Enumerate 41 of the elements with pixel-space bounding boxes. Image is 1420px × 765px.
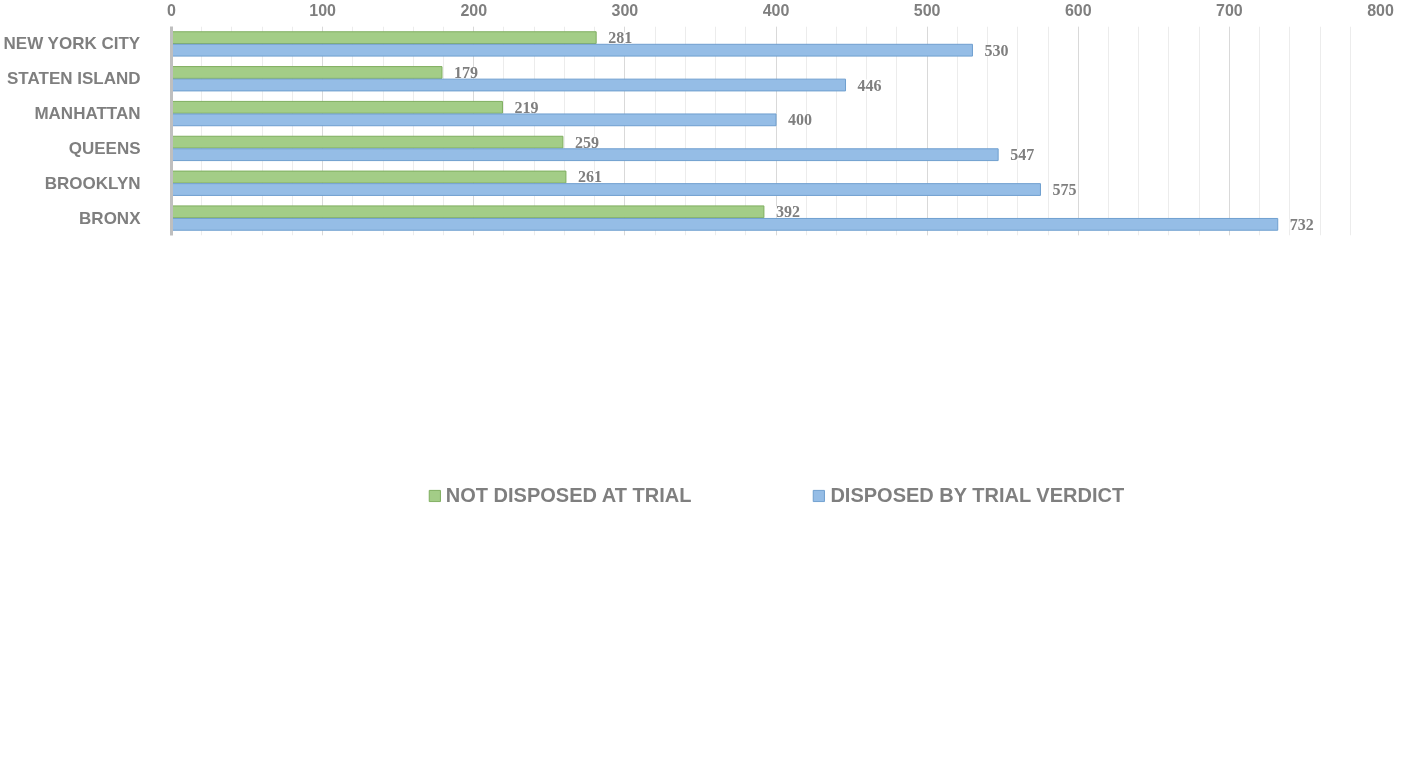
data-label: 179 — [454, 63, 479, 81]
y-tick-label: BRONX — [79, 208, 142, 228]
x-tick-label: 0 — [167, 1, 177, 19]
x-tick-label: 200 — [460, 1, 488, 19]
x-tick-label: 300 — [611, 1, 639, 19]
data-label: 392 — [775, 203, 800, 221]
data-label: 219 — [514, 98, 539, 116]
x-tick-label: 400 — [762, 1, 790, 19]
data-label: 530 — [984, 41, 1009, 59]
data-label: 732 — [1289, 215, 1314, 233]
legend-label: NOT DISPOSED AT TRIAL — [445, 483, 692, 507]
data-label: 400 — [788, 111, 812, 129]
bar — [171, 66, 443, 79]
y-tick-label: NEW YORK CITY — [3, 34, 141, 54]
x-tick-label: 600 — [1064, 1, 1092, 19]
data-label: 547 — [1010, 146, 1035, 164]
x-tick-label: 500 — [913, 1, 941, 19]
data-label: 261 — [577, 168, 602, 186]
data-label: 575 — [1052, 181, 1077, 199]
bar — [171, 43, 973, 57]
bar — [171, 135, 564, 149]
bar — [171, 170, 567, 184]
bar — [171, 78, 847, 92]
data-label: 446 — [857, 76, 882, 94]
bar — [171, 148, 999, 162]
y-tick-label: STATEN ISLAND — [7, 69, 141, 89]
x-tick-label: 800 — [1367, 1, 1394, 19]
bar — [171, 113, 777, 127]
x-tick-label: 700 — [1216, 1, 1243, 19]
bar — [171, 183, 1041, 196]
bar — [171, 100, 503, 114]
y-tick-label: BROOKLYN — [44, 173, 141, 193]
y-tick-label: MANHATTAN — [34, 104, 141, 124]
bar — [171, 31, 597, 45]
legend-label: DISPOSED BY TRIAL VERDICT — [830, 483, 1125, 507]
bar — [171, 217, 1279, 231]
data-label: 259 — [574, 133, 599, 151]
x-tick-label: 100 — [309, 1, 337, 19]
y-tick-label: QUEENS — [68, 138, 141, 158]
bar — [171, 205, 765, 219]
data-label: 281 — [608, 29, 633, 47]
